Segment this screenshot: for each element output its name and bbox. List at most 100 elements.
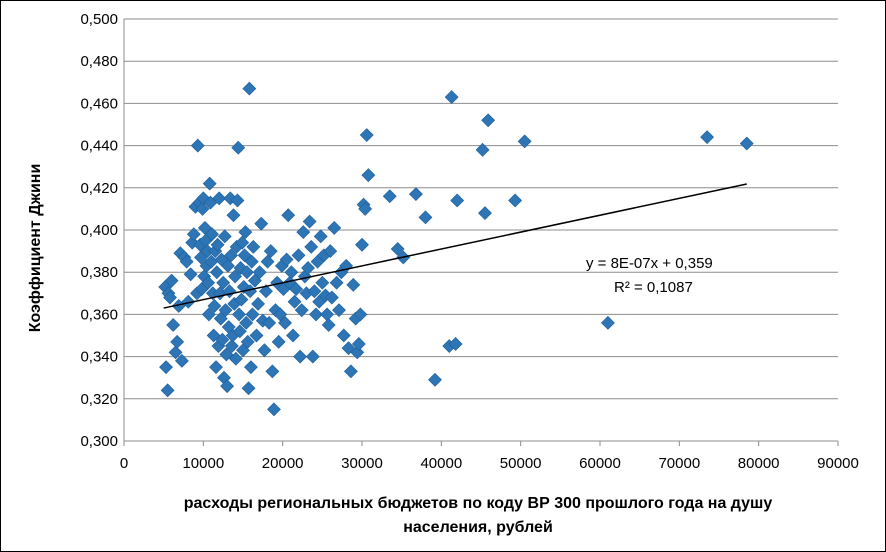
data-point	[219, 347, 234, 362]
x-tick-label: 40000	[420, 455, 462, 472]
data-point	[307, 284, 322, 299]
data-point	[197, 220, 212, 235]
x-tick-labels: 0 10000 20000 30000 40000 50000 60000 70000 8000…	[120, 455, 859, 472]
data-point	[329, 275, 344, 290]
data-point	[224, 339, 239, 353]
data-point	[220, 379, 235, 394]
data-point	[224, 248, 239, 263]
data-point	[291, 248, 306, 263]
data-point	[700, 130, 715, 145]
y-tick-label: 0,320	[80, 391, 118, 408]
data-point	[481, 113, 496, 128]
y-tick-label: 0,480	[80, 53, 118, 70]
data-point	[305, 349, 320, 364]
data-point	[228, 351, 243, 366]
data-point	[246, 239, 261, 254]
data-point	[206, 328, 221, 343]
data-point	[170, 334, 185, 349]
data-point	[232, 324, 247, 339]
data-point	[163, 290, 177, 305]
data-point	[239, 315, 254, 330]
data-point	[355, 237, 369, 252]
data-point	[444, 90, 459, 104]
y-tick-label: 0,440	[80, 138, 118, 155]
data-point	[309, 307, 323, 322]
data-point	[279, 252, 294, 267]
x-tick-label: 0	[120, 455, 128, 472]
data-point	[159, 360, 173, 375]
data-point	[418, 210, 433, 225]
data-point	[315, 275, 330, 290]
data-point	[228, 269, 242, 284]
x-tick-label: 90000	[817, 455, 859, 472]
data-point	[313, 229, 328, 244]
data-point	[286, 328, 300, 343]
data-point	[215, 332, 230, 347]
data-point	[475, 142, 490, 157]
data-point	[320, 307, 335, 322]
data-point	[327, 220, 342, 235]
data-point	[517, 134, 532, 149]
data-point	[351, 337, 366, 351]
data-point	[257, 343, 272, 358]
data-point	[164, 273, 179, 288]
data-point	[201, 275, 216, 290]
data-point	[207, 299, 222, 313]
data-point	[234, 292, 249, 307]
data-point	[231, 140, 246, 155]
x-axis-label-line-1: расходы региональных бюджетов по коду ВР…	[184, 495, 773, 512]
data-point	[221, 258, 235, 273]
data-point	[739, 136, 754, 151]
data-point	[209, 360, 223, 375]
x-tick-label: 50000	[500, 455, 542, 472]
data-point	[237, 248, 252, 263]
x-axis-label-line-2: населения, рублей	[403, 519, 553, 536]
data-point	[262, 315, 277, 330]
data-point	[450, 193, 465, 208]
data-point	[289, 282, 304, 297]
data-point	[301, 261, 315, 275]
data-point	[267, 402, 281, 417]
data-point	[245, 307, 260, 322]
data-point	[382, 189, 397, 204]
data-point	[409, 187, 423, 202]
data-point	[361, 168, 376, 183]
data-point	[601, 315, 615, 330]
data-point	[296, 225, 311, 240]
axes	[123, 19, 839, 446]
x-tick-label: 70000	[658, 455, 700, 472]
data-point	[244, 360, 258, 375]
data-point	[358, 201, 373, 216]
data-point	[287, 294, 302, 309]
data-point	[265, 364, 280, 379]
data-point	[174, 353, 189, 368]
data-point	[185, 235, 200, 250]
data-point	[238, 225, 253, 240]
data-point	[168, 345, 183, 360]
data-point	[213, 286, 227, 301]
y-axis-label: Коэффициент Джини	[27, 164, 44, 333]
data-point	[183, 267, 198, 282]
data-point	[302, 214, 317, 229]
data-point	[249, 328, 264, 343]
data-point	[284, 265, 299, 280]
data-point	[321, 318, 336, 332]
data-point	[304, 239, 319, 254]
x-tick-label: 80000	[738, 455, 780, 472]
data-point	[323, 244, 338, 259]
data-point	[218, 303, 233, 318]
y-tick-label: 0,400	[80, 222, 118, 239]
data-point	[223, 191, 238, 206]
data-point	[251, 296, 265, 311]
data-point	[448, 337, 463, 351]
y-tick-label: 0,340	[80, 349, 118, 366]
y-tick-label: 0,460	[80, 95, 118, 112]
data-point	[346, 277, 361, 292]
data-point	[179, 254, 194, 269]
data-point	[343, 364, 358, 379]
data-point	[240, 334, 255, 349]
data-point	[222, 284, 237, 299]
data-point	[186, 227, 201, 242]
data-point	[210, 237, 225, 252]
